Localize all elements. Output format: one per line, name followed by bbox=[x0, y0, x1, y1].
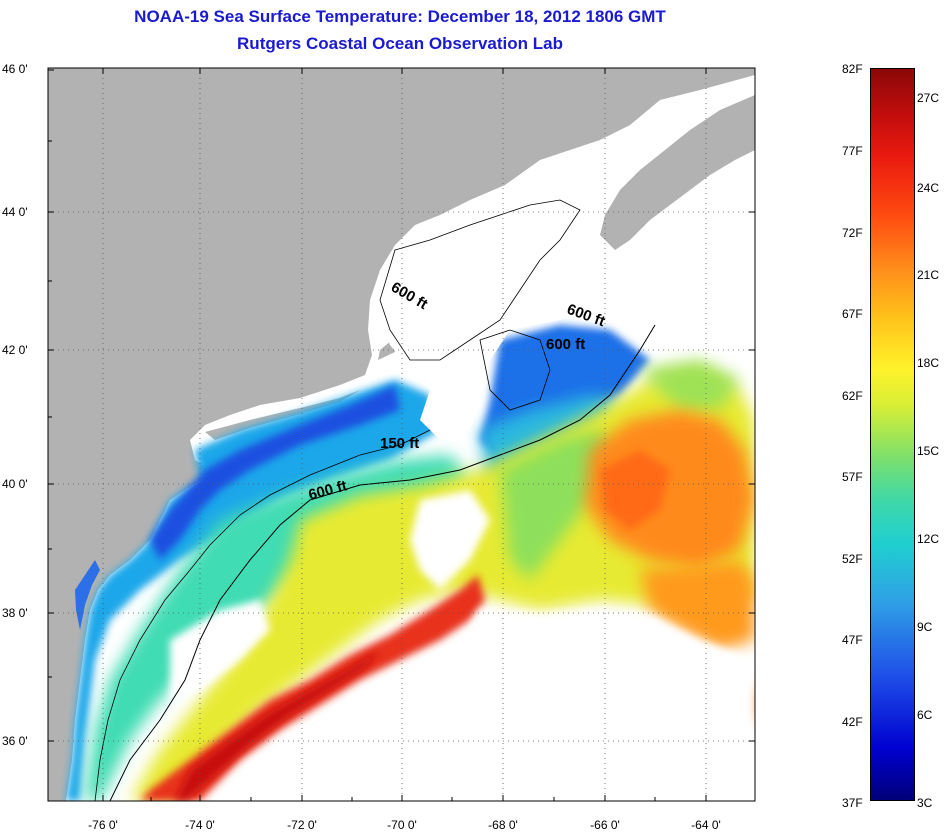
colorbar-label-18c: 18C bbox=[917, 356, 940, 370]
lat-label-42: 42 0' bbox=[2, 343, 28, 357]
colorbar-label-82f: 82F bbox=[842, 62, 863, 76]
colorbar-label-42f: 42F bbox=[842, 715, 863, 729]
colorbar-label-77f: 77F bbox=[842, 144, 863, 158]
lon-label-76: -76 0' bbox=[88, 818, 118, 832]
colorbar-label-15c: 15C bbox=[917, 444, 940, 458]
colorbar-label-57f: 57F bbox=[842, 470, 863, 484]
colorbar-label-62f: 62F bbox=[842, 389, 863, 403]
colorbar-label-12c: 12C bbox=[917, 532, 940, 546]
colorbar-label-21c: 21C bbox=[917, 268, 940, 282]
contour-georges bbox=[479, 329, 551, 411]
map-title: NOAA-19 Sea Surface Temperature: Decembe… bbox=[134, 7, 666, 26]
axis-ticks bbox=[48, 68, 755, 801]
contour-150ft bbox=[94, 429, 431, 801]
sst-coldest bbox=[150, 385, 400, 560]
colorbar-label-3c: 3C bbox=[917, 796, 933, 810]
sst-gulf-stream-hot bbox=[175, 650, 380, 801]
contour-600ft bbox=[109, 324, 656, 801]
lon-label-64: -64 0' bbox=[691, 818, 721, 832]
colorbar-label-6c: 6C bbox=[917, 708, 933, 722]
land-mainland bbox=[48, 68, 755, 801]
colorbar-label-37f: 37F bbox=[842, 796, 863, 810]
lon-label-70: -70 0' bbox=[387, 818, 417, 832]
lon-label-68: -68 0' bbox=[488, 818, 518, 832]
colorbar-label-24c: 24C bbox=[917, 181, 940, 195]
lat-label-38: 38 0' bbox=[2, 606, 28, 620]
land-long-island bbox=[205, 390, 360, 440]
lat-label-40: 40 0' bbox=[2, 477, 28, 491]
lat-label-36: 36 0' bbox=[2, 734, 28, 748]
colorbar-label-52f: 52F bbox=[842, 552, 863, 566]
sst-green-patch-2 bbox=[640, 360, 740, 410]
colorbar-label-47f: 47F bbox=[842, 633, 863, 647]
lat-label-44: 44 0' bbox=[2, 205, 28, 219]
cloud-offshore bbox=[300, 610, 755, 801]
sst-warm-ring bbox=[585, 410, 755, 570]
lon-label-72: -72 0' bbox=[287, 818, 317, 832]
land-nova-scotia bbox=[600, 95, 755, 250]
cloud-south bbox=[170, 600, 270, 700]
lon-label-66: -66 0' bbox=[590, 818, 620, 832]
map-subtitle: Rutgers Coastal Ocean Observation Lab bbox=[237, 34, 563, 53]
colorbar-label-9c: 9C bbox=[917, 620, 933, 634]
colorbar-label-67f: 67F bbox=[842, 307, 863, 321]
map-area: 600 ft 600 ft 600 ft 150 ft 600 ft bbox=[48, 68, 755, 801]
colorbar-label-27c: 27C bbox=[917, 91, 940, 105]
cloud-shelf-patch bbox=[410, 490, 490, 590]
lat-lon-grid bbox=[48, 68, 755, 801]
lat-label-46: 46 0' bbox=[2, 62, 28, 76]
water-chesapeake bbox=[75, 560, 100, 630]
sst-warm-ring-core bbox=[600, 450, 670, 530]
contour-label-ne2: 600 ft bbox=[546, 336, 585, 353]
sst-orange-east bbox=[640, 560, 755, 650]
lon-label-74: -74 0' bbox=[185, 818, 215, 832]
colorbar-label-72f: 72F bbox=[842, 226, 863, 240]
temperature-colorbar bbox=[870, 68, 915, 801]
contour-label-150: 150 ft bbox=[380, 435, 419, 452]
